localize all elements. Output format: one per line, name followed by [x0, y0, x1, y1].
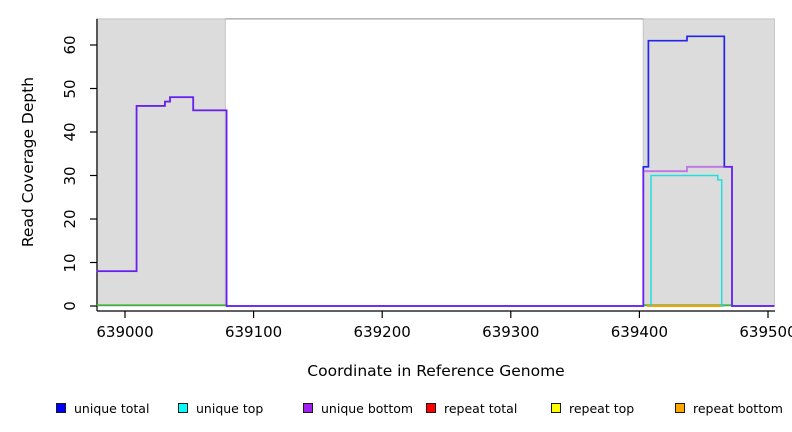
y-tick-label: 10 — [61, 252, 79, 273]
legend-label: unique total — [74, 400, 150, 416]
legend-label: unique bottom — [321, 400, 414, 416]
x-tick-label: 639400 — [610, 323, 669, 341]
legend-label: repeat top — [569, 400, 635, 416]
legend: unique total unique top unique bottom repea… — [0, 398, 792, 424]
repeat-region-left — [96, 18, 226, 307]
y-tick-label: 30 — [61, 165, 79, 186]
legend-item-unique-top: unique top — [178, 398, 263, 418]
y-tick-label: 60 — [61, 35, 79, 55]
legend-swatch — [178, 403, 188, 413]
legend-label: unique top — [196, 400, 264, 416]
y-tick-label: 40 — [61, 122, 79, 142]
x-tick-label: 639200 — [353, 323, 411, 341]
x-tick-label: 639500 — [739, 323, 792, 341]
legend-swatch — [551, 403, 561, 413]
x-axis-title: Coordinate in Reference Genome — [307, 362, 565, 380]
y-tick-label: 50 — [61, 78, 79, 99]
y-tick-label: 0 — [61, 301, 79, 311]
legend-swatch — [303, 403, 313, 413]
legend-label: repeat total — [444, 400, 518, 416]
y-axis-title: Read Coverage Depth — [19, 76, 37, 248]
legend-item-unique-bottom: unique bottom — [303, 398, 413, 418]
x-tick-label: 639300 — [482, 323, 540, 341]
x-tick-label: 639000 — [96, 323, 154, 341]
x-tick-label: 639100 — [224, 323, 283, 341]
legend-item-repeat-top: repeat top — [551, 398, 634, 418]
legend-swatch — [426, 403, 436, 413]
legend-label: repeat bottom — [693, 400, 783, 416]
legend-item-repeat-bottom: repeat bottom — [675, 398, 783, 418]
legend-item-unique-total: unique total — [56, 398, 149, 418]
series-line-unique-top — [650, 174, 725, 307]
legend-item-repeat-total: repeat total — [426, 398, 517, 418]
legend-swatch — [56, 403, 66, 413]
y-tick-label: 20 — [61, 209, 79, 229]
repeat-region-right — [642, 18, 775, 307]
legend-swatch — [675, 403, 685, 413]
series-line-unique-bottom — [96, 96, 775, 307]
